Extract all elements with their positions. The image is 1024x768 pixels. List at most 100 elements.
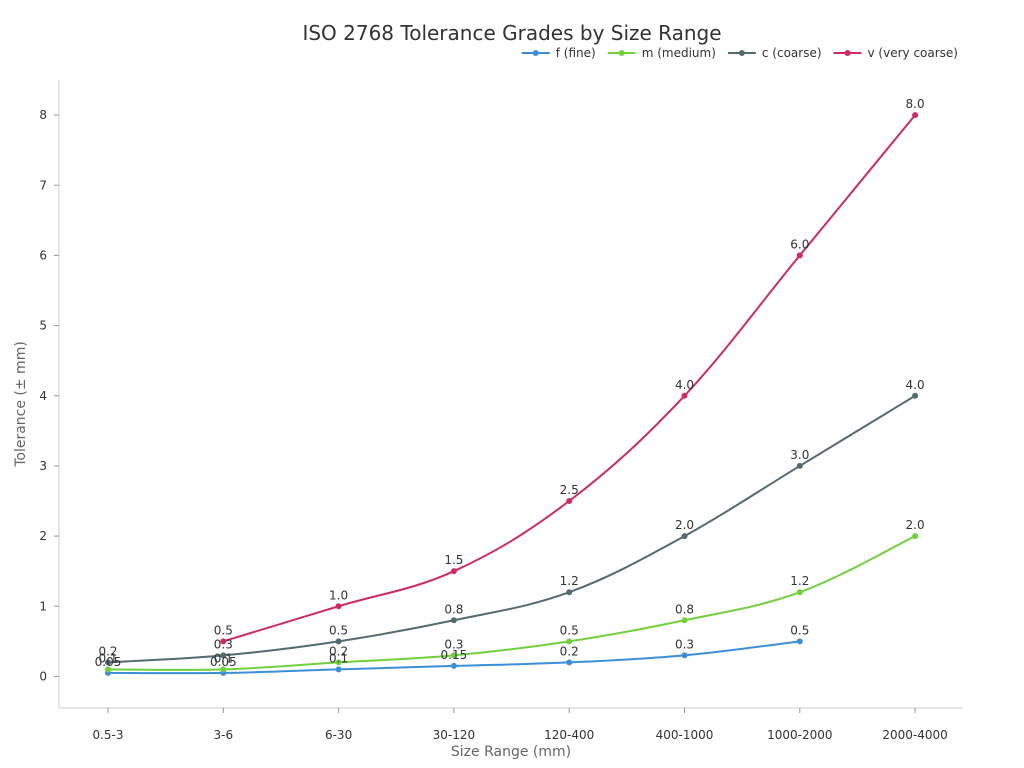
- legend-label: c (coarse): [762, 46, 822, 60]
- data-point: [335, 666, 342, 673]
- series-lines: [107, 114, 917, 675]
- data-label: 1.5: [444, 553, 463, 567]
- data-point: [796, 589, 803, 596]
- data-label: 0.3: [444, 637, 463, 651]
- data-label: 0.3: [214, 637, 233, 651]
- data-label: 0.5: [214, 623, 233, 637]
- x-axis-title: Size Range (mm): [451, 744, 571, 760]
- data-label: 0.1: [329, 651, 348, 665]
- series-points: [105, 112, 919, 676]
- data-label: 0.2: [560, 644, 579, 658]
- y-tick-label: 5: [39, 319, 47, 333]
- y-tick-label: 2: [39, 529, 47, 543]
- y-tick-label: 1: [39, 599, 47, 613]
- data-point: [796, 462, 803, 469]
- y-tick-label: 3: [39, 459, 47, 473]
- series-labels: 0.05 0.05 0.1 0.15 0.20.30.50.1 0.10.20.30.50…: [95, 97, 925, 669]
- data-label: 0.5: [790, 623, 809, 637]
- data-label: 4.0: [906, 378, 925, 392]
- data-label: 0.3: [675, 637, 694, 651]
- data-label: 4.0: [675, 378, 694, 392]
- y-tick-label: 0: [39, 669, 47, 683]
- legend-item-1: m (medium): [607, 46, 716, 60]
- data-point: [796, 638, 803, 645]
- data-point: [335, 603, 342, 610]
- y-axis-title: Tolerance (± mm): [13, 341, 29, 468]
- data-label: 0.8: [444, 602, 463, 616]
- x-tick-label: 30-120: [433, 728, 476, 742]
- x-tick-label: 2000-4000: [882, 728, 947, 742]
- data-point: [912, 533, 919, 540]
- legend-swatch-point: [738, 50, 745, 56]
- x-tick-label: 3-6: [213, 728, 233, 742]
- data-point: [105, 666, 111, 673]
- series-line-1: [107, 535, 917, 671]
- data-label: 6.0: [790, 237, 809, 251]
- data-point: [450, 617, 457, 624]
- data-point: [681, 617, 688, 624]
- data-point: [681, 533, 688, 540]
- data-label: 0.8: [675, 602, 694, 616]
- chart-title: ISO 2768 Tolerance Grades by Size Range: [302, 21, 721, 45]
- data-point: [335, 638, 342, 645]
- data-label: 1.2: [790, 574, 809, 588]
- legend-swatch-point: [844, 50, 851, 56]
- data-point: [912, 112, 919, 119]
- legend-swatch-point: [532, 50, 539, 56]
- data-point: [566, 659, 573, 666]
- data-label: 0.05: [95, 655, 122, 669]
- data-point: [566, 638, 573, 645]
- data-point: [796, 252, 803, 259]
- x-tick-label: 6-30: [325, 728, 352, 742]
- series-line-3: [222, 114, 917, 643]
- x-tick-label: 120-400: [544, 728, 594, 742]
- legend-item-3: v (very coarse): [833, 46, 958, 60]
- data-point: [681, 652, 688, 659]
- y-tick-label: 8: [39, 108, 47, 122]
- data-point: [681, 392, 688, 399]
- data-label: 0.2: [98, 644, 117, 658]
- data-point: [450, 568, 457, 575]
- data-label: 0.05: [210, 655, 237, 669]
- data-label: 2.0: [906, 518, 925, 532]
- y-tick-label: 6: [39, 248, 47, 262]
- data-label: 8.0: [906, 97, 925, 111]
- x-tick-label: 0.5-3: [92, 728, 123, 742]
- data-label: 2.5: [560, 483, 579, 497]
- data-point: [912, 392, 919, 399]
- data-label: 0.2: [329, 644, 348, 658]
- axes: 0 1 2 3 4 5 6 7 8 0.5-3 3-6 6-30 30-120 120-400 400-1…: [39, 80, 963, 742]
- x-tick-label: 400-1000: [656, 728, 714, 742]
- legend: f (fine) m (medium) c (coarse) v (very coar…: [521, 46, 958, 60]
- legend-item-0: f (fine): [521, 46, 596, 60]
- data-point: [220, 666, 227, 673]
- legend-label: m (medium): [642, 46, 716, 60]
- x-ticks: 0.5-3 3-6 6-30 30-120 120-400 400-1000 1000-20…: [92, 708, 948, 742]
- legend-label: v (very coarse): [868, 46, 958, 60]
- data-point: [220, 638, 227, 645]
- y-ticks: 0 1 2 3 4 5 6 7 8: [39, 108, 59, 683]
- data-label: 0.1: [214, 651, 233, 665]
- series-line-2: [107, 394, 917, 664]
- legend-item-2: c (coarse): [727, 46, 822, 60]
- legend-label: f (fine): [556, 46, 596, 60]
- data-point: [105, 659, 111, 666]
- data-point: [220, 652, 227, 659]
- data-label: 0.5: [560, 623, 579, 637]
- legend-swatch-point: [618, 50, 625, 56]
- data-point: [450, 662, 457, 669]
- data-point: [566, 498, 573, 505]
- data-label: 0.5: [329, 623, 348, 637]
- data-label: 2.0: [675, 518, 694, 532]
- data-label: 0.1: [98, 651, 117, 665]
- data-label: 1.2: [560, 574, 579, 588]
- x-tick-label: 1000-2000: [767, 728, 832, 742]
- data-label: 0.15: [441, 648, 468, 662]
- data-point: [335, 659, 342, 666]
- data-point: [450, 652, 457, 659]
- y-tick-label: 4: [39, 389, 47, 403]
- data-label: 1.0: [329, 588, 348, 602]
- y-tick-label: 7: [39, 178, 47, 192]
- data-point: [566, 589, 573, 596]
